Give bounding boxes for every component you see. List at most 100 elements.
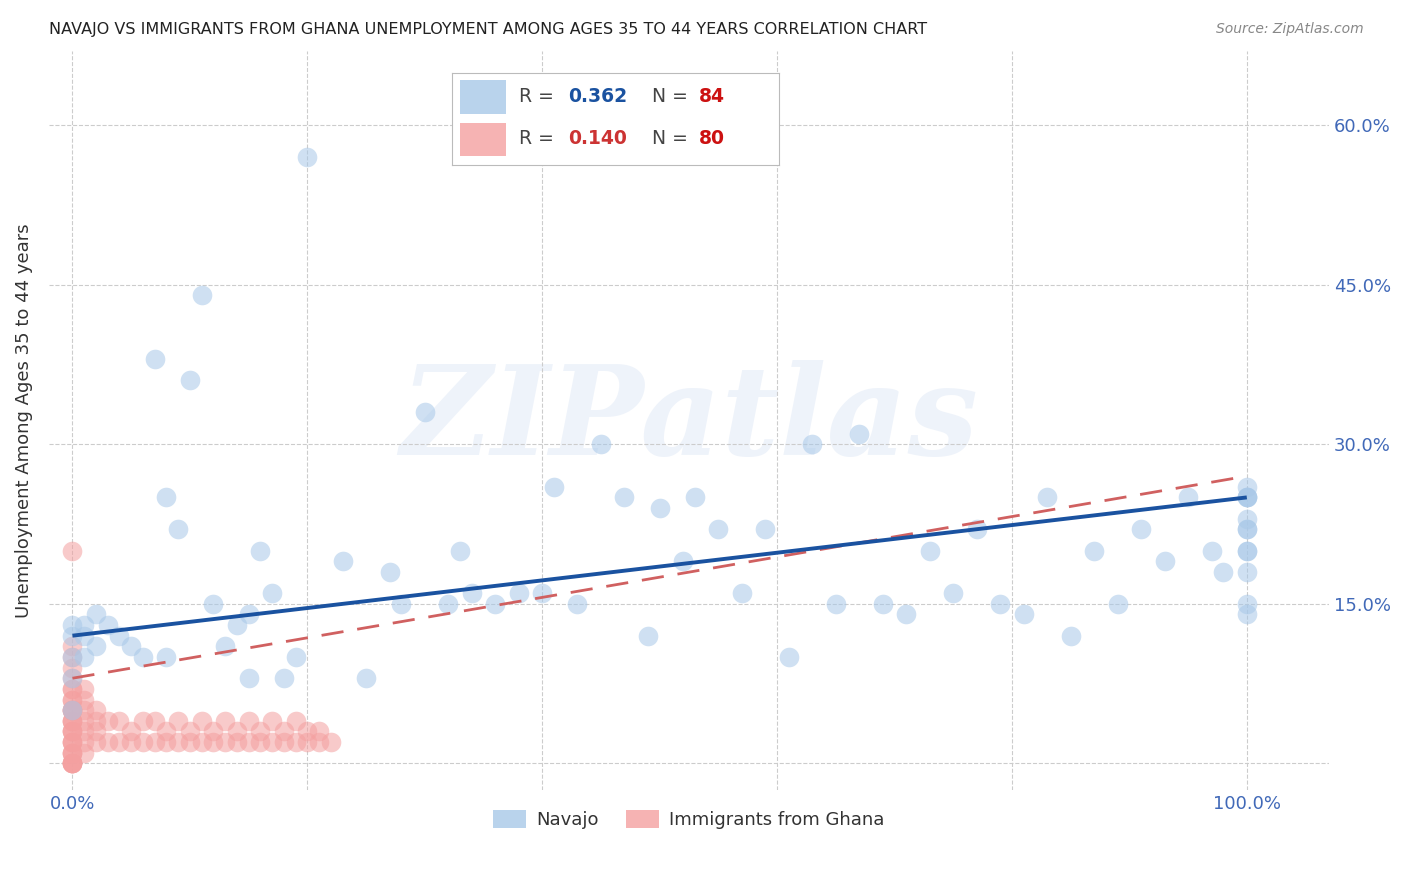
Point xyxy=(262,714,284,728)
Point xyxy=(273,671,295,685)
Point xyxy=(132,714,155,728)
Point xyxy=(62,650,84,665)
Point xyxy=(225,724,247,739)
Point xyxy=(167,714,190,728)
Point xyxy=(543,480,565,494)
Point xyxy=(683,491,706,505)
Point xyxy=(62,703,84,717)
Point xyxy=(62,681,84,696)
Point xyxy=(1236,607,1258,622)
Point xyxy=(273,735,295,749)
Point xyxy=(1236,511,1258,525)
Point xyxy=(84,640,107,654)
Point xyxy=(378,565,401,579)
Point xyxy=(155,724,177,739)
Point xyxy=(1236,491,1258,505)
Point xyxy=(73,735,96,749)
Point xyxy=(249,543,271,558)
Point xyxy=(167,522,190,536)
Point xyxy=(62,746,84,760)
Point xyxy=(62,724,84,739)
Point xyxy=(437,597,460,611)
Point xyxy=(73,746,96,760)
Point xyxy=(249,735,271,749)
Point xyxy=(62,714,84,728)
Point xyxy=(918,543,941,558)
Point xyxy=(589,437,612,451)
Point xyxy=(190,288,212,302)
Point xyxy=(1236,480,1258,494)
Point xyxy=(1236,543,1258,558)
Point xyxy=(73,650,96,665)
Point xyxy=(62,746,84,760)
Point xyxy=(120,640,142,654)
Point xyxy=(238,607,260,622)
Point xyxy=(73,714,96,728)
Point xyxy=(872,597,894,611)
Point xyxy=(62,724,84,739)
Point xyxy=(62,735,84,749)
Point xyxy=(1012,607,1035,622)
Legend: Navajo, Immigrants from Ghana: Navajo, Immigrants from Ghana xyxy=(486,803,891,837)
Point xyxy=(62,703,84,717)
Point xyxy=(531,586,554,600)
Point xyxy=(262,735,284,749)
Point xyxy=(1236,491,1258,505)
Point xyxy=(62,650,84,665)
Point xyxy=(62,543,84,558)
Point xyxy=(238,735,260,749)
Point xyxy=(637,629,659,643)
Point xyxy=(308,724,330,739)
Point xyxy=(62,629,84,643)
Point xyxy=(73,618,96,632)
Point xyxy=(942,586,965,600)
Point xyxy=(108,735,131,749)
Point xyxy=(202,724,225,739)
Point xyxy=(1059,629,1081,643)
Point xyxy=(62,681,84,696)
Point xyxy=(297,735,319,749)
Point xyxy=(238,714,260,728)
Point xyxy=(988,597,1011,611)
Point xyxy=(1130,522,1153,536)
Point xyxy=(1036,491,1059,505)
Point xyxy=(966,522,988,536)
Point xyxy=(62,703,84,717)
Point xyxy=(1236,491,1258,505)
Point xyxy=(896,607,918,622)
Point xyxy=(648,501,671,516)
Point xyxy=(308,735,330,749)
Point xyxy=(225,735,247,749)
Point xyxy=(62,714,84,728)
Point xyxy=(132,650,155,665)
Point xyxy=(824,597,846,611)
Point xyxy=(754,522,776,536)
Point xyxy=(484,597,506,611)
Point xyxy=(1083,543,1105,558)
Point xyxy=(848,426,870,441)
Point xyxy=(297,724,319,739)
Point xyxy=(778,650,800,665)
Point xyxy=(190,714,212,728)
Point xyxy=(179,373,201,387)
Point xyxy=(354,671,377,685)
Point xyxy=(73,703,96,717)
Point xyxy=(731,586,754,600)
Point xyxy=(1177,491,1199,505)
Point xyxy=(167,735,190,749)
Point xyxy=(62,640,84,654)
Point xyxy=(97,618,120,632)
Point xyxy=(273,724,295,739)
Point xyxy=(84,724,107,739)
Point xyxy=(62,703,84,717)
Point xyxy=(73,629,96,643)
Point xyxy=(190,735,212,749)
Point xyxy=(84,607,107,622)
Point xyxy=(120,735,142,749)
Point xyxy=(332,554,354,568)
Point xyxy=(1236,543,1258,558)
Point xyxy=(143,735,166,749)
Point xyxy=(62,756,84,771)
Point xyxy=(97,714,120,728)
Point xyxy=(449,543,471,558)
